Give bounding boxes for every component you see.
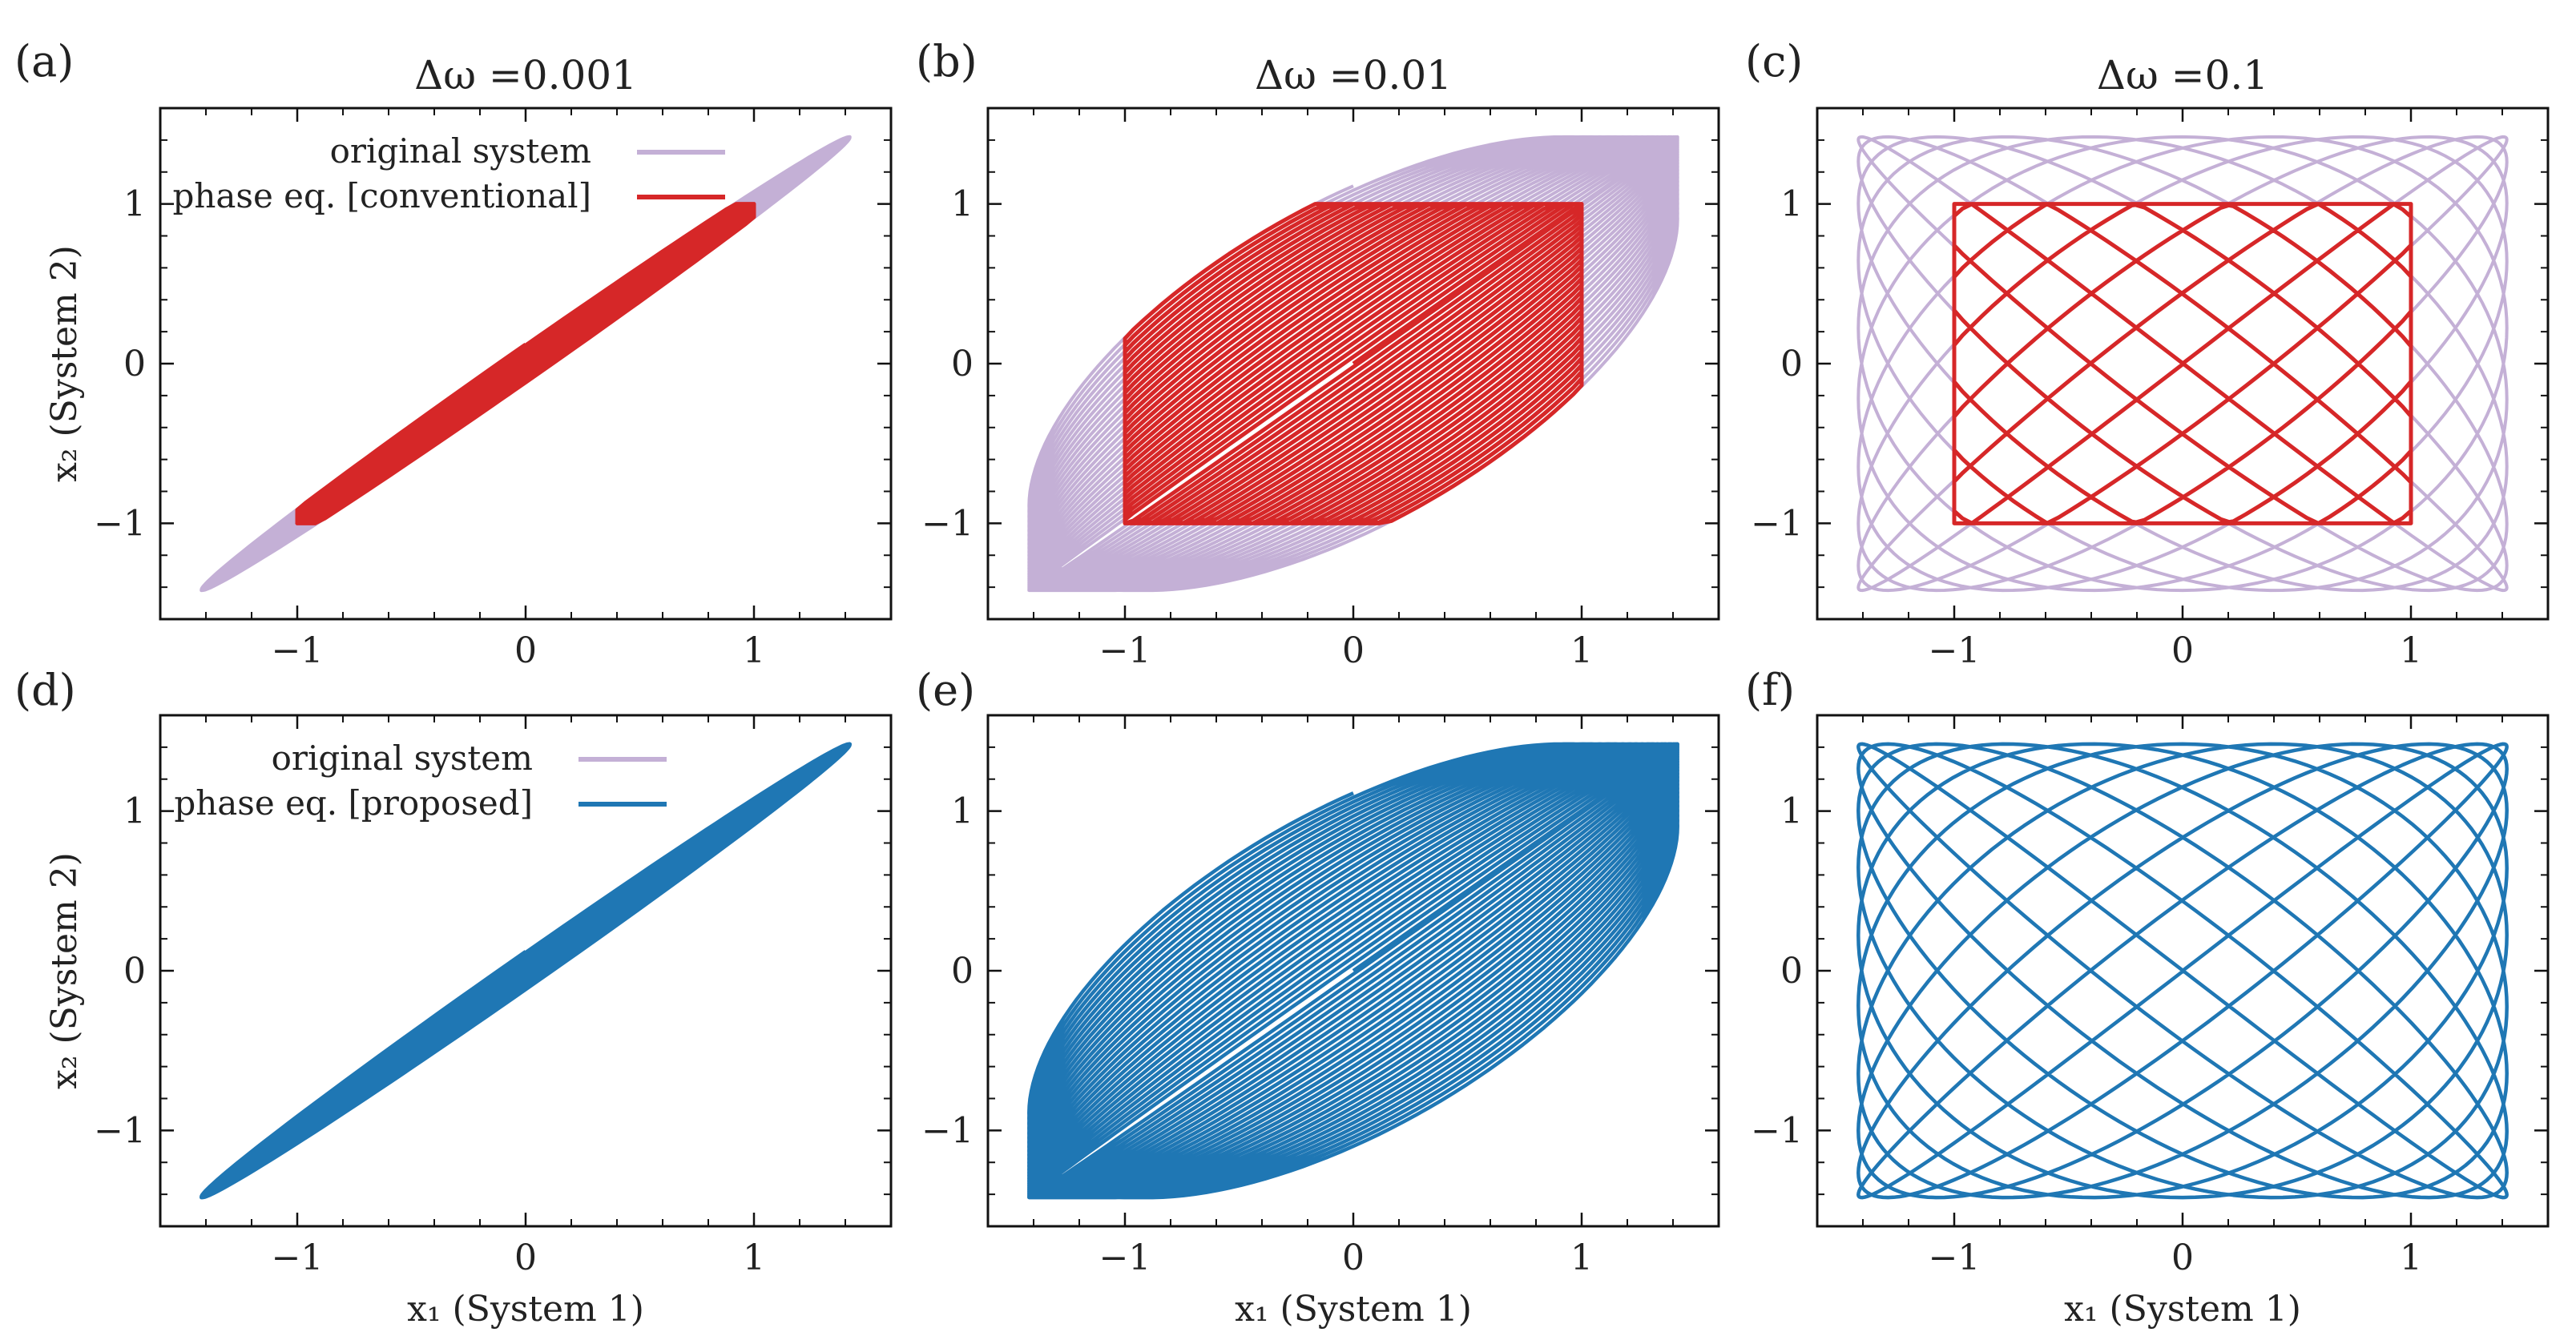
series-1-curve xyxy=(1027,742,1679,1200)
panel-title: Δω =0.01 xyxy=(1255,52,1452,99)
series-1-curve xyxy=(200,742,852,1200)
x-tick-label: −1 xyxy=(272,630,324,671)
y-tick-label: 0 xyxy=(123,344,146,384)
panel-d: −1 0 1 −1 0 1 (d) x₁ (System 1) x₂ (System 2) ori… xyxy=(14,665,893,1330)
y-tick-label: −1 xyxy=(921,503,974,544)
panel-label: (a) xyxy=(14,36,74,87)
x-tick-label: 1 xyxy=(1570,1237,1593,1278)
plot-area xyxy=(1856,135,2509,593)
series-1-curve xyxy=(1952,202,2413,525)
x-tick-label: 0 xyxy=(2171,1237,2194,1278)
panel-title: Δω =0.1 xyxy=(2097,52,2268,99)
y-tick-label: 1 xyxy=(123,184,146,225)
x-tick-label: 0 xyxy=(1342,630,1365,671)
panel-label: (c) xyxy=(1745,36,1803,87)
plot-area xyxy=(1856,742,2509,1200)
panel-label: (b) xyxy=(916,36,978,87)
x-tick-label: 1 xyxy=(2400,1237,2422,1278)
x-tick-label: 0 xyxy=(1342,1237,1365,1278)
y-tick-label: 0 xyxy=(951,344,974,384)
x-axis-label: x₁ (System 1) xyxy=(2064,1289,2301,1330)
x-tick-label: 1 xyxy=(743,630,765,671)
x-tick-label: −1 xyxy=(1099,1237,1151,1278)
y-tick-label: −1 xyxy=(94,1110,146,1151)
plot-area xyxy=(200,742,852,1200)
legend-label: original system xyxy=(272,738,533,778)
y-tick-label: 0 xyxy=(1780,344,1803,384)
y-tick-label: 0 xyxy=(951,951,974,992)
panel-a: −1 0 1 −1 0 1 (a) Δω =0.001 x₂ (System 2) origina… xyxy=(14,36,893,671)
panel-title: Δω =0.001 xyxy=(414,52,637,99)
y-tick-label: 1 xyxy=(1780,184,1803,225)
x-tick-label: 0 xyxy=(514,630,537,671)
panel-label: (f) xyxy=(1745,665,1795,715)
panel-f: −1 0 1 −1 0 1 (f) x₁ (System 1) xyxy=(1745,665,2550,1330)
y-tick-label: 1 xyxy=(951,791,974,832)
panel-c: −1 0 1 −1 0 1 (c) Δω =0.1 xyxy=(1745,36,2550,671)
x-tick-label: −1 xyxy=(272,1237,324,1278)
y-axis-label: x₂ (System 2) xyxy=(44,852,85,1089)
plot-area xyxy=(1027,742,1679,1200)
y-tick-label: 1 xyxy=(123,791,146,832)
x-tick-label: 0 xyxy=(2171,630,2194,671)
legend-label: phase eq. [conventional] xyxy=(172,176,591,215)
y-tick-label: −1 xyxy=(1751,1110,1803,1151)
y-tick-label: −1 xyxy=(1751,503,1803,544)
plot-area xyxy=(1027,135,1679,593)
y-tick-label: 0 xyxy=(1780,951,1803,992)
x-tick-label: 1 xyxy=(2400,630,2422,671)
panel-label: (e) xyxy=(916,665,975,715)
y-tick-label: 0 xyxy=(123,951,146,992)
series-1-curve xyxy=(1123,202,1584,525)
x-tick-label: −1 xyxy=(1929,1237,1981,1278)
x-tick-label: −1 xyxy=(1929,630,1981,671)
y-tick-label: 1 xyxy=(1780,791,1803,832)
y-tick-label: −1 xyxy=(94,503,146,544)
legend-label: phase eq. [proposed] xyxy=(174,783,533,823)
panel-e: −1 0 1 −1 0 1 (e) x₁ (System 1) xyxy=(916,665,1720,1330)
x-tick-label: −1 xyxy=(1099,630,1151,671)
panel-label: (d) xyxy=(14,665,76,715)
panel-b: −1 0 1 −1 0 1 (b) Δω =0.01 xyxy=(916,36,1720,671)
x-tick-label: 1 xyxy=(1570,630,1593,671)
x-axis-label: x₁ (System 1) xyxy=(1235,1289,1472,1330)
x-axis-label: x₁ (System 1) xyxy=(407,1289,644,1330)
x-tick-label: 1 xyxy=(743,1237,765,1278)
legend-label: original system xyxy=(330,131,591,171)
series-1-curve xyxy=(1856,742,2509,1200)
plot-area xyxy=(200,135,852,593)
y-tick-label: −1 xyxy=(921,1110,974,1151)
y-axis-label: x₂ (System 2) xyxy=(44,245,85,482)
series-1-curve xyxy=(295,202,756,525)
y-tick-label: 1 xyxy=(951,184,974,225)
x-tick-label: 0 xyxy=(514,1237,537,1278)
